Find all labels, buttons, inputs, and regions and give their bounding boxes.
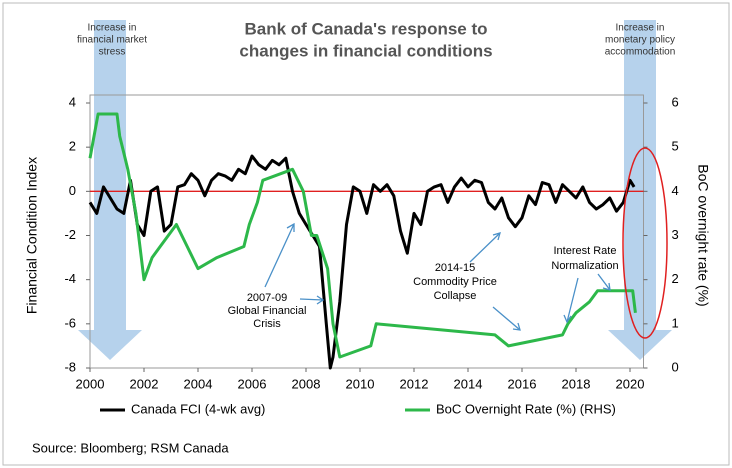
annotation: Crisis [253, 318, 281, 330]
x-tick-label: 2014 [454, 376, 483, 391]
x-tick-label: 2016 [508, 376, 537, 391]
x-tick-label: 2008 [292, 376, 321, 391]
annotation: accommodation [605, 47, 676, 58]
x-tick-label: 2012 [400, 376, 429, 391]
annotation: Collapse [434, 290, 477, 302]
highlight-ellipse [622, 147, 668, 339]
x-tick-label: 2018 [562, 376, 591, 391]
left-arrow [78, 20, 142, 360]
annotation: monetary policy [605, 35, 675, 46]
x-tick-label: 2020 [616, 376, 645, 391]
legend-label: Canada FCI (4-wk avg) [131, 401, 265, 416]
y2-tick-label: 2 [672, 271, 679, 286]
y-tick-label: -6 [64, 315, 76, 330]
y2-tick-label: 3 [672, 227, 679, 242]
annotation: financial market [77, 35, 147, 46]
annotation: Increase in [88, 23, 137, 34]
y-axis-label: Financial Condition Index [24, 157, 40, 314]
annotation: Interest Rate [554, 245, 617, 257]
y2-tick-label: 6 [672, 94, 679, 109]
y-tick-label: -4 [64, 271, 76, 286]
chart-title: changes in financial conditions [239, 41, 492, 60]
annotation: Increase in [616, 23, 665, 34]
annotation: Normalization [551, 260, 618, 272]
callout-arrows [264, 222, 611, 331]
chart-title: Bank of Canada's response to [244, 19, 487, 38]
y2-tick-label: 5 [672, 139, 679, 154]
x-tick-label: 2006 [238, 376, 267, 391]
source: Source: Bloomberg; RSM Canada [32, 440, 229, 455]
annotation: Commodity Price [413, 276, 497, 288]
y2-tick-label: 4 [672, 183, 679, 198]
y-tick-label: 0 [69, 183, 76, 198]
plot-area [86, 94, 648, 372]
y-tick-label: -2 [64, 227, 76, 242]
y-tick-label: 4 [69, 94, 76, 109]
y2-axis-label: BoC overnight rate (%) [695, 164, 711, 306]
series-line [88, 154, 636, 370]
y2-tick-label: 0 [672, 359, 679, 374]
legend-label: BoC Overnight Rate (%) (RHS) [436, 401, 616, 416]
annotation: 2014-15 [435, 262, 475, 274]
annotation: Global Financial [228, 305, 307, 317]
annotation: stress [99, 47, 126, 58]
x-tick-label: 2004 [184, 376, 213, 391]
x-tick-label: 2000 [76, 376, 105, 391]
x-tick-label: 2010 [346, 376, 375, 391]
y-tick-label: -8 [64, 359, 76, 374]
x-tick-label: 2002 [130, 376, 159, 391]
plot-border [89, 94, 644, 369]
y2-tick-label: 1 [672, 315, 679, 330]
annotation: 2007-09 [247, 292, 287, 304]
series-line [88, 112, 637, 359]
y-tick-label: 2 [69, 139, 76, 154]
